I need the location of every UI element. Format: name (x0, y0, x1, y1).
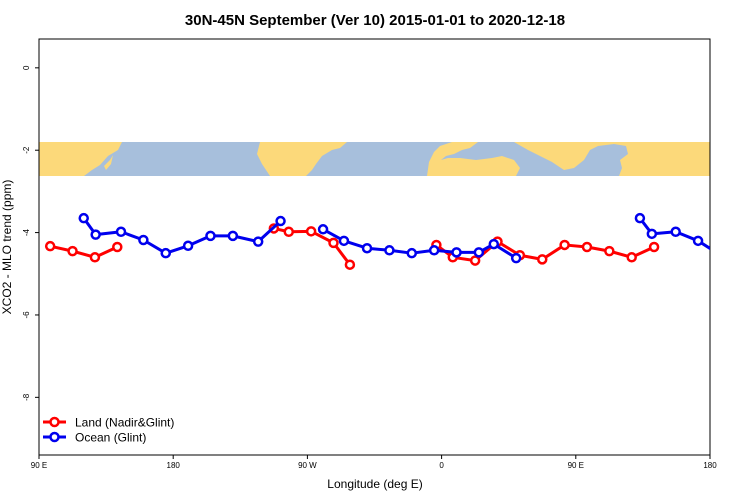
land-series-line (49, 244, 118, 259)
ocean-data-point (90, 229, 101, 240)
x-tick-label: 180 (703, 461, 717, 470)
land-data-point (626, 252, 637, 263)
ocean-data-point (406, 247, 418, 259)
x-axis-title: Longitude (deg E) (327, 477, 422, 491)
ocean-data-point (451, 247, 462, 258)
ocean-data-point (227, 230, 239, 242)
land-data-point (44, 240, 56, 252)
map-land-north-america (257, 142, 347, 176)
ocean-data-point (205, 230, 216, 242)
land-data-point (537, 254, 548, 265)
legend-entry-ocean: Ocean (Glint) (43, 431, 146, 445)
map-land-japan (104, 155, 113, 170)
land-data-point (67, 245, 78, 257)
y-axis-title: XCO2 - MLO trend (ppm) (0, 180, 14, 315)
ocean-data-point (78, 212, 89, 224)
y-tick-label: -8 (22, 393, 31, 401)
ocean-data-point (317, 224, 329, 235)
ocean-data-point (361, 242, 373, 254)
land-data-point (89, 252, 101, 263)
land-data-point (112, 241, 123, 253)
land-data-point (328, 237, 339, 249)
land-data-point (344, 259, 356, 270)
ocean-data-point (646, 228, 658, 240)
land-data-point (559, 239, 570, 251)
map-land-japan-east (642, 155, 651, 170)
ocean-data-point (138, 234, 149, 246)
ocean-data-point (692, 235, 704, 247)
y-tick-label: 0 (22, 65, 31, 70)
chart-title: 30N-45N September (Ver 10) 2015-01-01 to… (185, 12, 565, 29)
land-data-point (305, 226, 317, 237)
land-data-point (581, 241, 593, 253)
x-tick-label: 90 E (568, 461, 584, 470)
world-map-strip (39, 142, 710, 176)
ocean-data-point (473, 247, 485, 258)
ocean-data-point (115, 226, 127, 238)
land-data-point (283, 226, 295, 238)
legend-entry-land: Land (Nadir&Glint) (43, 416, 174, 430)
y-tick-label: -2 (22, 146, 31, 154)
legend: Land (Nadir&Glint) Ocean (Glint) (43, 416, 174, 445)
map-land-europe-africa (427, 142, 520, 176)
y-tick-label: -4 (22, 228, 31, 236)
land-data-point (604, 245, 615, 257)
legend-ocean-marker (49, 431, 60, 443)
series-layer (44, 212, 721, 270)
x-tick-label: 90 E (31, 461, 47, 470)
ocean-data-point (252, 236, 264, 247)
ocean-data-point (488, 238, 500, 250)
ocean-data-point (713, 249, 721, 257)
map-land-asia-east (514, 142, 710, 176)
ocean-data-point (160, 247, 171, 259)
legend-land-marker (49, 416, 60, 428)
y-tick-label: -6 (22, 311, 31, 319)
legend-ocean-label: Ocean (Glint) (75, 431, 146, 445)
ocean-data-point (275, 215, 286, 227)
map-ocean (39, 142, 710, 176)
map-land-asia (39, 142, 122, 176)
axes: 90 E 180 90 W 0 90 E 180 0 -2 -4 -6 -8 (22, 65, 717, 470)
x-tick-label: 90 W (298, 461, 317, 470)
land-data-point (648, 241, 660, 253)
ocean-data-point (338, 235, 350, 247)
ocean-series-line (322, 227, 517, 260)
ocean-series-line (82, 217, 282, 255)
ocean-data-point (182, 240, 194, 252)
ocean-data-point (428, 245, 440, 256)
ocean-data-point (670, 226, 681, 238)
ocean-data-point (384, 245, 395, 256)
ocean-data-point (634, 212, 646, 224)
x-tick-label: 0 (439, 461, 444, 470)
x-tick-label: 180 (167, 461, 181, 470)
land-data-point (469, 255, 481, 266)
legend-land-label: Land (Nadir&Glint) (75, 416, 174, 430)
ocean-data-point (510, 252, 522, 264)
